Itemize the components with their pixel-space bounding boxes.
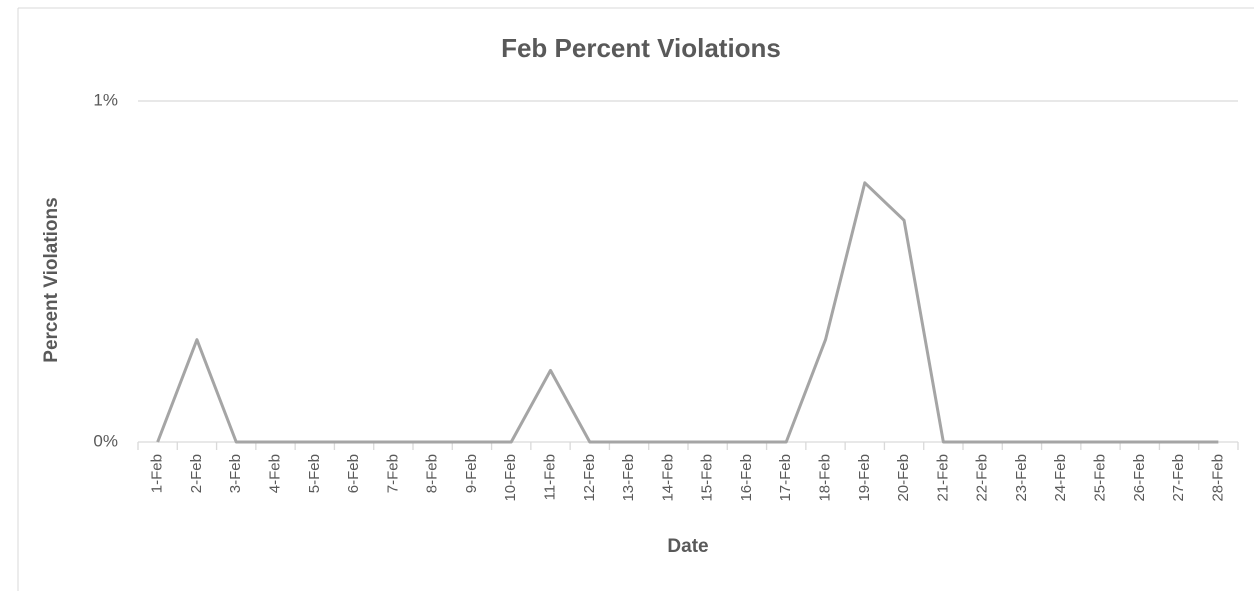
x-tick-label: 8-Feb <box>424 454 441 493</box>
x-axis-label: Date <box>667 536 708 557</box>
x-tick-label: 20-Feb <box>895 454 912 502</box>
x-tick-label: 10-Feb <box>502 454 519 502</box>
x-tick-label: 4-Feb <box>266 454 283 493</box>
x-tick-label: 5-Feb <box>306 454 323 493</box>
x-tick-label: 13-Feb <box>620 454 637 502</box>
x-tick-label: 11-Feb <box>541 454 558 500</box>
x-tick-label: 26-Feb <box>1131 454 1148 502</box>
y-tick-label: 1% <box>93 90 118 109</box>
chart-title: Feb Percent Violations <box>501 33 781 63</box>
x-tick-label: 23-Feb <box>1013 454 1030 502</box>
x-tick-label: 27-Feb <box>1170 454 1187 502</box>
x-tick-label: 2-Feb <box>188 454 205 493</box>
x-tick-label: 16-Feb <box>738 454 755 502</box>
x-tick-label: 25-Feb <box>1091 454 1108 502</box>
x-tick-label: 28-Feb <box>1209 454 1226 502</box>
x-tick-label: 12-Feb <box>581 454 598 502</box>
x-tick-label: 1-Feb <box>149 454 166 493</box>
x-tick-label: 22-Feb <box>974 454 991 502</box>
x-tick-label: 7-Feb <box>384 454 401 493</box>
x-tick-label: 24-Feb <box>1052 454 1069 502</box>
x-tick-label: 21-Feb <box>934 454 951 502</box>
x-tick-label: 6-Feb <box>345 454 362 493</box>
x-tick-label: 14-Feb <box>659 454 676 502</box>
y-tick-label: 0% <box>93 431 118 450</box>
x-tick-label: 15-Feb <box>699 454 716 502</box>
x-tick-label: 3-Feb <box>227 454 244 493</box>
y-axis-label: Percent Violations <box>41 197 62 362</box>
x-tick-label: 17-Feb <box>777 454 794 502</box>
x-tick-label: 18-Feb <box>816 454 833 502</box>
x-tick-label: 19-Feb <box>856 454 873 502</box>
x-tick-label: 9-Feb <box>463 454 480 493</box>
line-series <box>156 181 1219 444</box>
